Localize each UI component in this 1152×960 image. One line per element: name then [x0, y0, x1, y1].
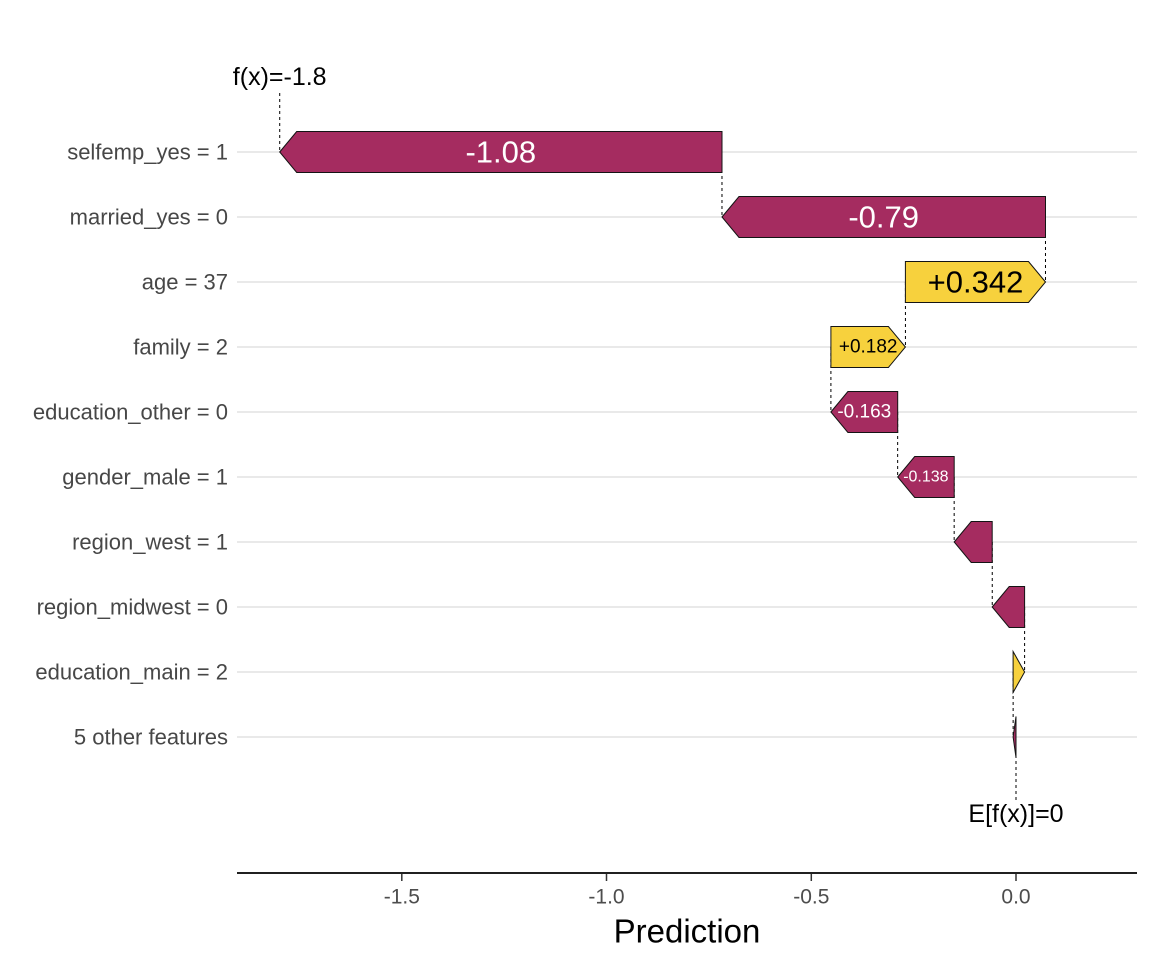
feature-label: 5 other features: [74, 725, 228, 750]
feature-label: gender_male = 1: [62, 465, 228, 490]
bar-value-label: -0.79: [848, 200, 919, 235]
waterfall-bar: [1012, 649, 1026, 695]
bar-value-label: -1.08: [465, 135, 536, 170]
waterfall-bar: [904, 261, 1047, 303]
efx-annotation: E[f(x)]=0: [968, 800, 1063, 828]
x-axis-title: Prediction: [614, 913, 761, 950]
feature-label: selfemp_yes = 1: [67, 140, 228, 165]
feature-label: education_other = 0: [33, 400, 228, 425]
waterfall-bar: [830, 391, 899, 433]
waterfall-bar: [721, 196, 1046, 238]
feature-label: education_main = 2: [35, 660, 228, 685]
x-tick-label: -1.5: [384, 886, 420, 909]
waterfall-bar: [991, 586, 1026, 628]
x-tick-label: -0.5: [793, 886, 829, 909]
bar-value-label: -0.163: [837, 402, 891, 423]
bar-value-label: -0.138: [903, 469, 948, 486]
feature-label: region_midwest = 0: [37, 595, 228, 620]
feature-label: region_west = 1: [72, 530, 228, 555]
bar-value-label: +0.182: [839, 337, 898, 358]
x-tick-label: 0.0: [1001, 886, 1030, 909]
feature-label: family = 2: [133, 335, 228, 360]
waterfall-bar: [1012, 716, 1017, 758]
waterfall-bar: [830, 326, 907, 368]
fx-annotation: f(x)=-1.8: [233, 63, 327, 91]
feature-label: age = 37: [142, 270, 228, 295]
waterfall-bar: [953, 521, 993, 563]
bar-value-label: +0.342: [928, 265, 1024, 300]
waterfall-bar: [279, 131, 723, 173]
waterfall-bar: [897, 456, 955, 498]
x-tick-label: -1.0: [588, 886, 624, 909]
feature-label: married_yes = 0: [70, 205, 228, 230]
